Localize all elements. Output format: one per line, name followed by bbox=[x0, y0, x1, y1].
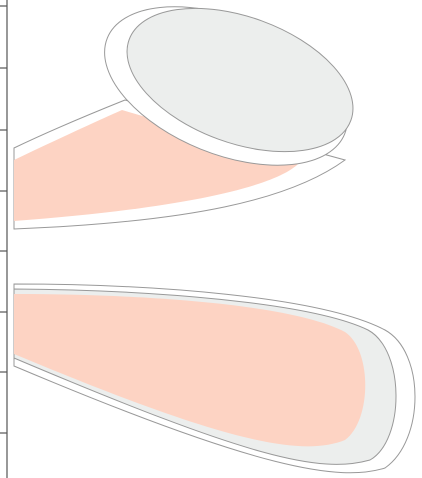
ruler bbox=[0, 0, 8, 478]
lower-fill bbox=[14, 294, 366, 447]
upper-wedge-fill bbox=[14, 110, 300, 221]
upper-lid-fill bbox=[126, 7, 354, 153]
